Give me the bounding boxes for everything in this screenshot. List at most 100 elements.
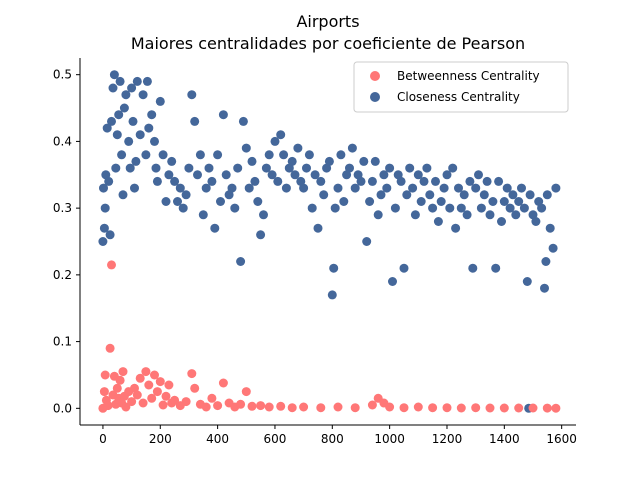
closeness-point-102 xyxy=(345,163,354,173)
closeness-point-47 xyxy=(190,116,200,126)
closeness-point-156 xyxy=(499,197,509,206)
chart-title: Airports xyxy=(296,12,359,31)
closeness-point-0 xyxy=(98,237,108,246)
closeness-point-140 xyxy=(454,183,463,193)
closeness-point-95 xyxy=(327,290,337,300)
closeness-point-163 xyxy=(519,203,529,213)
y-tick-label-0: 0.0 xyxy=(53,401,72,415)
closeness-point-56 xyxy=(216,197,225,206)
chart-subtitle: Maiores centralidades por coeficiente de… xyxy=(131,34,525,53)
closeness-point-150 xyxy=(482,176,492,186)
closeness-point-5 xyxy=(102,123,112,133)
closeness-point-76 xyxy=(273,176,283,186)
closeness-point-34 xyxy=(152,176,162,186)
betweenness-point-60 xyxy=(399,403,409,413)
x-tick-label-8: 1600 xyxy=(546,432,577,446)
closeness-point-52 xyxy=(204,163,214,173)
closeness-point-94 xyxy=(324,156,334,166)
betweenness-point-29 xyxy=(158,400,168,410)
closeness-point-122 xyxy=(402,190,412,200)
closeness-point-141 xyxy=(456,203,466,213)
betweenness-point-4 xyxy=(103,401,113,411)
betweenness-point-30 xyxy=(161,391,171,401)
closeness-point-174 xyxy=(545,223,555,233)
betweenness-point-64 xyxy=(456,403,466,413)
closeness-point-98 xyxy=(333,183,343,193)
betweenness-point-50 xyxy=(276,401,286,411)
closeness-point-43 xyxy=(178,203,188,213)
closeness-point-31 xyxy=(147,110,157,120)
closeness-point-155 xyxy=(497,217,506,226)
closeness-point-144 xyxy=(465,176,475,186)
x-axis-ticks: 0 200 400 600 800 1000 1200 1400 1600 xyxy=(99,425,577,446)
betweenness-point-33 xyxy=(170,395,180,405)
closeness-point-159 xyxy=(508,190,518,200)
closeness-point-78 xyxy=(279,150,289,160)
betweenness-point-24 xyxy=(144,380,154,390)
closeness-point-41 xyxy=(173,197,182,206)
y-tick-label-3: 0.3 xyxy=(53,201,72,215)
betweenness-point-21 xyxy=(135,373,145,383)
betweenness-point-41 xyxy=(213,401,223,411)
closeness-point-74 xyxy=(267,170,277,180)
betweenness-point-65 xyxy=(471,403,481,413)
closeness-point-157 xyxy=(502,183,512,193)
x-tick-label-2: 400 xyxy=(206,432,229,446)
betweenness-point-10 xyxy=(112,383,122,393)
closeness-point-131 xyxy=(428,203,438,213)
closeness-point-100 xyxy=(339,197,349,206)
betweenness-point-16 xyxy=(121,402,131,412)
closeness-point-152 xyxy=(488,197,498,206)
closeness-point-132 xyxy=(431,176,440,186)
closeness-point-173 xyxy=(542,190,552,200)
closeness-point-175 xyxy=(548,243,558,253)
closeness-point-151 xyxy=(485,210,495,220)
closeness-point-73 xyxy=(264,150,274,160)
closeness-point-26 xyxy=(135,130,145,140)
betweenness-point-40 xyxy=(207,393,217,403)
x-tick-label-3: 600 xyxy=(264,432,287,446)
betweenness-point-35 xyxy=(181,397,191,407)
closeness-point-39 xyxy=(167,156,177,166)
betweenness-point-2 xyxy=(100,370,110,380)
closeness-point-168 xyxy=(531,217,541,226)
closeness-point-65 xyxy=(241,143,251,153)
closeness-point-61 xyxy=(230,203,240,213)
closeness-point-147 xyxy=(474,170,483,180)
betweenness-point-54 xyxy=(333,402,343,412)
betweenness-point-67 xyxy=(499,403,509,413)
closeness-point-9 xyxy=(108,83,118,93)
closeness-point-138 xyxy=(448,163,458,173)
closeness-point-51 xyxy=(201,183,211,193)
betweenness-point-55 xyxy=(350,403,360,413)
closeness-point-87 xyxy=(304,150,314,160)
closeness-point-30 xyxy=(144,123,154,133)
closeness-point-160 xyxy=(511,210,521,220)
closeness-point-121 xyxy=(399,263,409,273)
closeness-point-3 xyxy=(100,203,110,213)
closeness-point-145 xyxy=(468,263,478,273)
closeness-point-133 xyxy=(433,217,443,226)
closeness-point-45 xyxy=(184,163,194,173)
legend-marker-betweenness xyxy=(370,71,380,81)
closeness-point-91 xyxy=(316,176,326,186)
closeness-point-72 xyxy=(261,163,271,173)
closeness-point-16 xyxy=(118,190,128,200)
betweenness-point-5 xyxy=(105,343,115,353)
closeness-point-10 xyxy=(109,70,119,80)
closeness-point-162 xyxy=(517,183,526,193)
betweenness-point-70 xyxy=(542,403,552,413)
betweenness-point-47 xyxy=(247,401,257,411)
closeness-point-108 xyxy=(362,237,372,246)
closeness-point-18 xyxy=(121,90,131,100)
closeness-point-53 xyxy=(207,176,217,186)
closeness-point-62 xyxy=(233,163,243,173)
betweenness-point-61 xyxy=(413,402,423,412)
closeness-point-176 xyxy=(551,183,561,193)
betweenness-point-25 xyxy=(147,393,157,403)
betweenness-point-28 xyxy=(155,377,165,387)
closeness-point-42 xyxy=(175,183,185,193)
closeness-point-112 xyxy=(373,210,383,220)
betweenness-point-23 xyxy=(141,367,151,377)
betweenness-point-42 xyxy=(218,378,228,388)
